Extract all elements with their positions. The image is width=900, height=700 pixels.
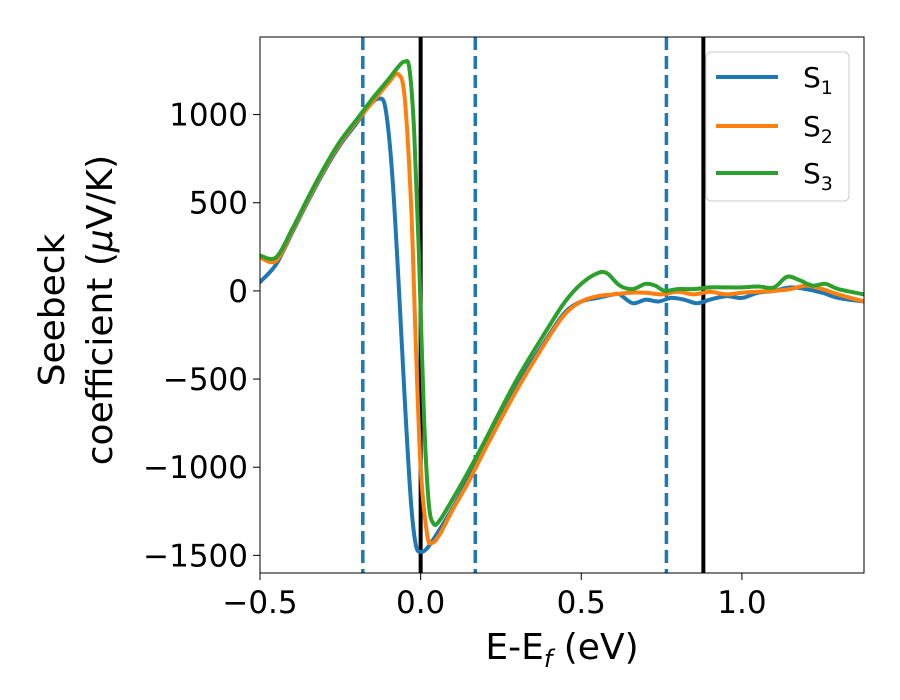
x-tick-label: 0.5	[557, 585, 606, 621]
y-tick-label: 0	[228, 274, 248, 310]
y-tick-label: −1500	[143, 538, 248, 574]
legend-label-s2: S2	[803, 110, 833, 148]
x-axis-title: E-Ef (eV)	[485, 627, 638, 673]
axis-ticks: −0.5 0.0 0.5 1.0 −1500 −1000 −500 0 500 1000	[143, 98, 766, 621]
y-tick-label: 1000	[169, 98, 248, 134]
x-tick-label: 1.0	[717, 585, 766, 621]
y-tick-label: −500	[163, 362, 248, 398]
legend-label-s1: S1	[803, 61, 833, 99]
legend: S1 S2 S3	[705, 51, 850, 202]
x-tick-label: −0.5	[222, 585, 297, 621]
y-tick-label: −1000	[143, 450, 248, 486]
x-tick-label: 0.0	[396, 585, 445, 621]
y-axis-title-line2: coefficient (μV/K)	[80, 155, 121, 465]
legend-label-s3: S3	[803, 157, 833, 195]
series-line-s2	[260, 71, 864, 546]
y-axis-title-line1: Seebeck	[32, 233, 73, 386]
y-tick-label: 500	[189, 186, 248, 222]
series-line-s3	[260, 58, 864, 527]
series-lines	[260, 58, 864, 554]
plot-frame	[259, 36, 865, 574]
